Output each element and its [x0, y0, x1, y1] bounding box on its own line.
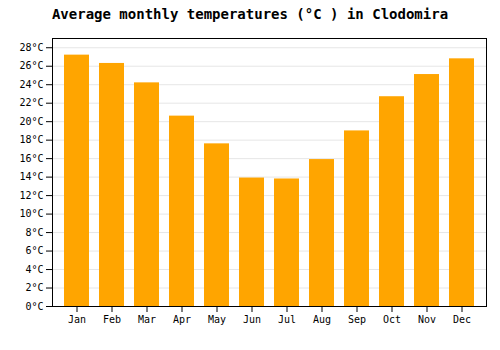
- svg-text:Jun: Jun: [243, 314, 261, 325]
- svg-text:Jan: Jan: [68, 314, 86, 325]
- svg-text:2°C: 2°C: [25, 282, 43, 293]
- svg-text:Dec: Dec: [453, 314, 471, 325]
- svg-text:Oct: Oct: [383, 314, 401, 325]
- svg-text:8°C: 8°C: [25, 227, 43, 238]
- svg-text:24°C: 24°C: [19, 79, 43, 90]
- html-text:Average monthly temperatures (: Average monthly temperatures (°C ) in Cl…: [51, 6, 449, 22]
- svg-text:18°C: 18°C: [19, 134, 43, 145]
- svg-text:10°C: 10°C: [19, 208, 43, 219]
- svg-text:Jul: Jul: [278, 314, 296, 325]
- svg-text:16°C: 16°C: [19, 153, 43, 164]
- svg-text:Sep: Sep: [348, 314, 366, 325]
- svg-text:22°C: 22°C: [19, 97, 43, 108]
- svg-text:28°C: 28°C: [19, 42, 43, 53]
- svg-text:6°C: 6°C: [25, 245, 43, 256]
- svg-text:26°C: 26°C: [19, 60, 43, 71]
- svg-text:Nov: Nov: [418, 314, 436, 325]
- svg-text:20°C: 20°C: [19, 116, 43, 127]
- svg-text:4°C: 4°C: [25, 264, 43, 275]
- svg-text:Aug: Aug: [313, 314, 331, 325]
- svg-text:Apr: Apr: [173, 314, 191, 325]
- svg-text:Mar: Mar: [138, 314, 156, 325]
- svg-text:14°C: 14°C: [19, 171, 43, 182]
- svg-text:Feb: Feb: [103, 314, 121, 325]
- svg-text:May: May: [208, 314, 226, 325]
- svg-text:12°C: 12°C: [19, 190, 43, 201]
- svg-text:0°C: 0°C: [25, 301, 43, 312]
